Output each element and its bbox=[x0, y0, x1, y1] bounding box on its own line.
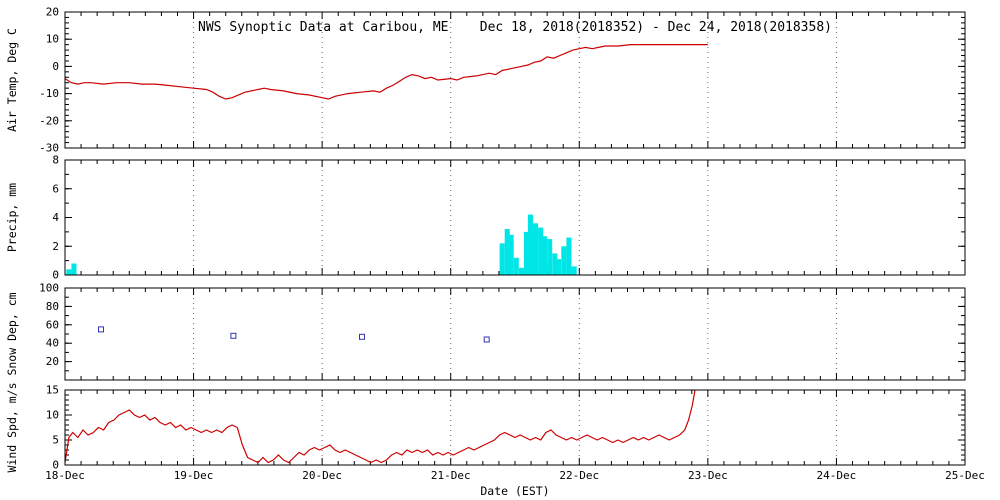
y-tick-label: -20 bbox=[39, 114, 59, 127]
x-tick-label: 18-Dec bbox=[45, 469, 85, 482]
precip-bar bbox=[566, 237, 572, 275]
precip-bar bbox=[571, 266, 577, 275]
panel-frame bbox=[64, 287, 966, 381]
x-axis: 18-Dec 19-Dec 20-Dec 21-Dec 22-Dec 23-Dec 24-D… bbox=[45, 469, 985, 498]
y-tick-label: 60 bbox=[46, 318, 59, 331]
y-tick-label: 100 bbox=[39, 282, 59, 295]
panel-frame bbox=[64, 389, 966, 466]
y-tick-label: 15 bbox=[46, 384, 59, 397]
y-tick-label: 0 bbox=[52, 459, 59, 472]
y-tick-label: 40 bbox=[46, 337, 59, 350]
snow-depth-marker bbox=[483, 336, 490, 343]
precip-bar bbox=[524, 231, 530, 275]
precip-bar bbox=[527, 214, 533, 275]
y-tick-label: 10 bbox=[46, 33, 59, 46]
y-tick-label: 80 bbox=[46, 300, 59, 313]
panel-precip: 0 2 4 6 8 Precip, mm bbox=[5, 154, 966, 282]
precip-bar bbox=[504, 229, 510, 275]
x-tick-label: 24-Dec bbox=[817, 469, 857, 482]
x-tick-label: 19-Dec bbox=[174, 469, 214, 482]
precip-bar bbox=[561, 246, 567, 276]
y-tick-label: -10 bbox=[39, 87, 59, 100]
y-axis-title: Air Temp, Deg C bbox=[5, 28, 19, 132]
x-tick-label: 22-Dec bbox=[559, 469, 599, 482]
x-axis-title: Date (EST) bbox=[480, 484, 549, 498]
y-axis-title: Wind Spd, m/s bbox=[5, 382, 19, 472]
precip-bar bbox=[552, 253, 558, 275]
y-tick-label: -30 bbox=[39, 142, 59, 155]
panel-frame bbox=[64, 159, 966, 276]
y-tick-label: 0 bbox=[52, 269, 59, 282]
y-tick-label: 2 bbox=[52, 240, 59, 253]
y-axis-title: Snow Dep, cm bbox=[5, 292, 19, 375]
y-tick-label: 5 bbox=[52, 434, 59, 447]
precip-bar bbox=[71, 263, 77, 275]
precip-bar bbox=[499, 243, 505, 275]
precip-bar bbox=[533, 223, 539, 276]
x-tick-label: 21-Dec bbox=[431, 469, 471, 482]
x-tick-label: 25-Dec bbox=[945, 469, 985, 482]
snow-depth-marker bbox=[230, 332, 237, 339]
precip-bar bbox=[556, 259, 562, 275]
panel-frame bbox=[64, 11, 966, 149]
precip-bar bbox=[508, 234, 514, 276]
precip-bar bbox=[66, 269, 72, 276]
precip-bar bbox=[547, 239, 553, 275]
chart-title: NWS Synoptic Data at Caribou, ME Dec 18,… bbox=[198, 20, 832, 35]
y-tick-label: 20 bbox=[46, 355, 59, 368]
snow-depth-marker bbox=[359, 333, 365, 340]
series-air-temp bbox=[64, 43, 708, 100]
y-tick-label: 6 bbox=[52, 182, 59, 195]
y-tick-label: 10 bbox=[46, 409, 59, 422]
precip-bar bbox=[513, 257, 519, 276]
panel-snow-depth: 20 40 60 80 100 Snow Dep, cm bbox=[5, 282, 966, 381]
y-axis-title: Precip, mm bbox=[5, 183, 19, 252]
x-tick-label: 20-Dec bbox=[302, 469, 342, 482]
series-wind-speed bbox=[64, 389, 696, 464]
y-tick-label: 8 bbox=[52, 154, 59, 167]
y-tick-label: 4 bbox=[52, 211, 59, 224]
panel-wind-speed: 0 5 10 15 Wind Spd, m/s bbox=[5, 382, 966, 473]
y-tick-label: 20 bbox=[46, 6, 59, 19]
precip-bar bbox=[542, 236, 548, 275]
y-tick-label: 0 bbox=[52, 60, 59, 73]
x-tick-label: 23-Dec bbox=[688, 469, 728, 482]
precip-bar bbox=[538, 227, 544, 275]
panel-air-temp: -30 -20 -10 0 10 20 Air Temp, Deg C NWS Synopti… bbox=[5, 6, 966, 155]
snow-depth-marker bbox=[98, 326, 104, 333]
precip-bar bbox=[518, 267, 524, 275]
